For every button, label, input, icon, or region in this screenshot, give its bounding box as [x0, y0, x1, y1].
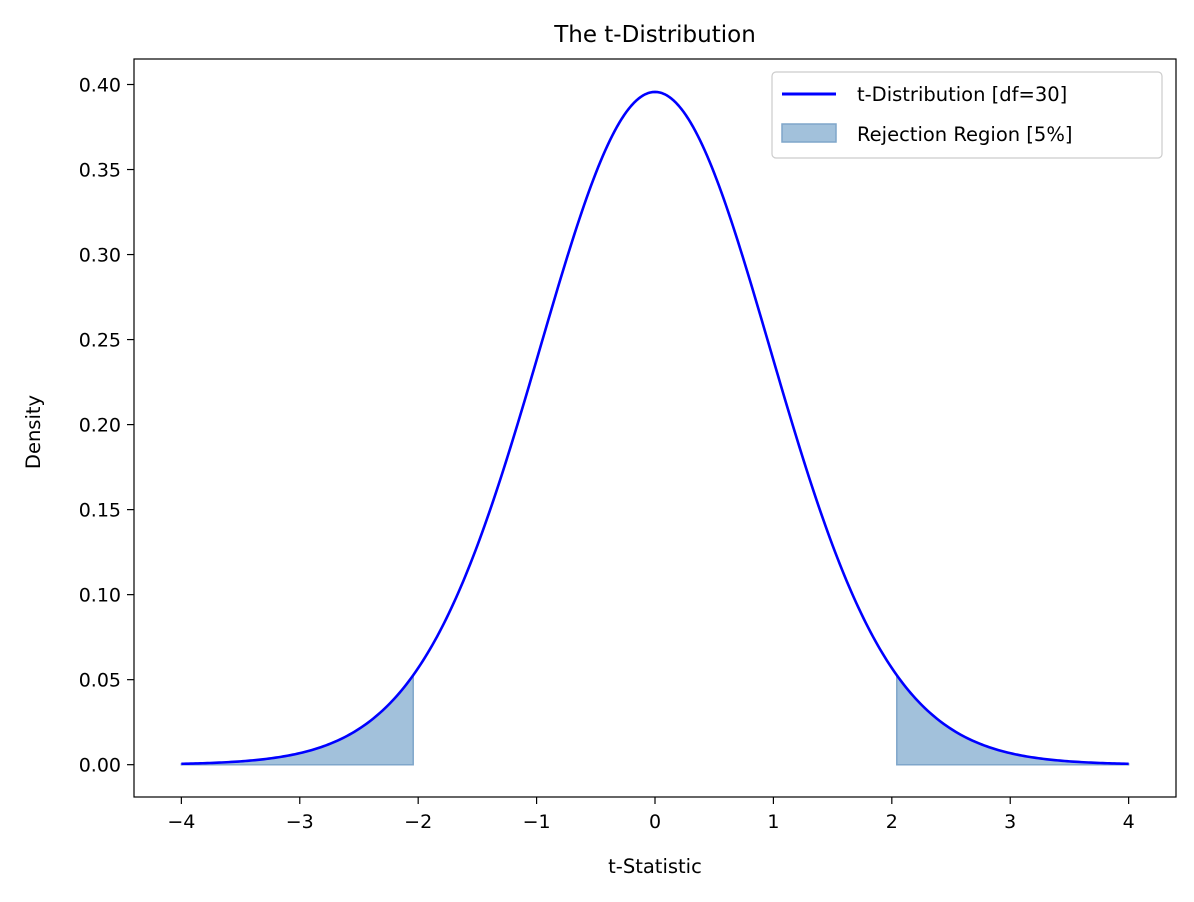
y-axis: 0.00 0.05 0.10 0.15 0.20 0.25 0.30 0.35 0.40: [79, 75, 134, 777]
x-tick-label: 1: [767, 811, 779, 833]
y-tick-label: 0.25: [79, 330, 121, 352]
y-tick-label: 0.40: [79, 75, 121, 97]
legend-label-region: Rejection Region [5%]: [857, 123, 1072, 146]
x-tick-label: −4: [167, 811, 195, 833]
y-tick-label: 0.35: [79, 160, 121, 182]
series-line-t-distribution: [181, 90, 1129, 766]
x-tick-label: 4: [1123, 811, 1135, 833]
x-tick-label: −3: [286, 811, 314, 833]
x-tick-label: 2: [886, 811, 898, 833]
x-tick-label: 3: [1004, 811, 1016, 833]
x-axis-label: t-Statistic: [608, 855, 702, 878]
legend: t-Distribution [df=30] Rejection Region …: [771, 71, 1163, 159]
y-tick-label: 0.10: [79, 585, 121, 607]
series-lines: [181, 90, 1129, 766]
x-tick-label: −2: [404, 811, 432, 833]
legend-frame: [771, 71, 1163, 159]
legend-label-line: t-Distribution [df=30]: [857, 83, 1067, 106]
x-tick-label: −1: [523, 811, 551, 833]
chart-title: The t-Distribution: [553, 22, 756, 48]
y-tick-label: 0.00: [79, 755, 121, 777]
y-tick-label: 0.15: [79, 500, 121, 522]
x-tick-label: 0: [649, 811, 661, 833]
y-tick-label: 0.05: [79, 670, 121, 692]
x-axis: −4 −3 −2 −1 0 1 2 3 4: [167, 797, 1135, 833]
y-tick-label: 0.20: [79, 415, 121, 437]
legend-patch-swatch: [781, 123, 837, 143]
y-axis-label: Density: [22, 395, 45, 469]
y-tick-label: 0.30: [79, 245, 121, 267]
